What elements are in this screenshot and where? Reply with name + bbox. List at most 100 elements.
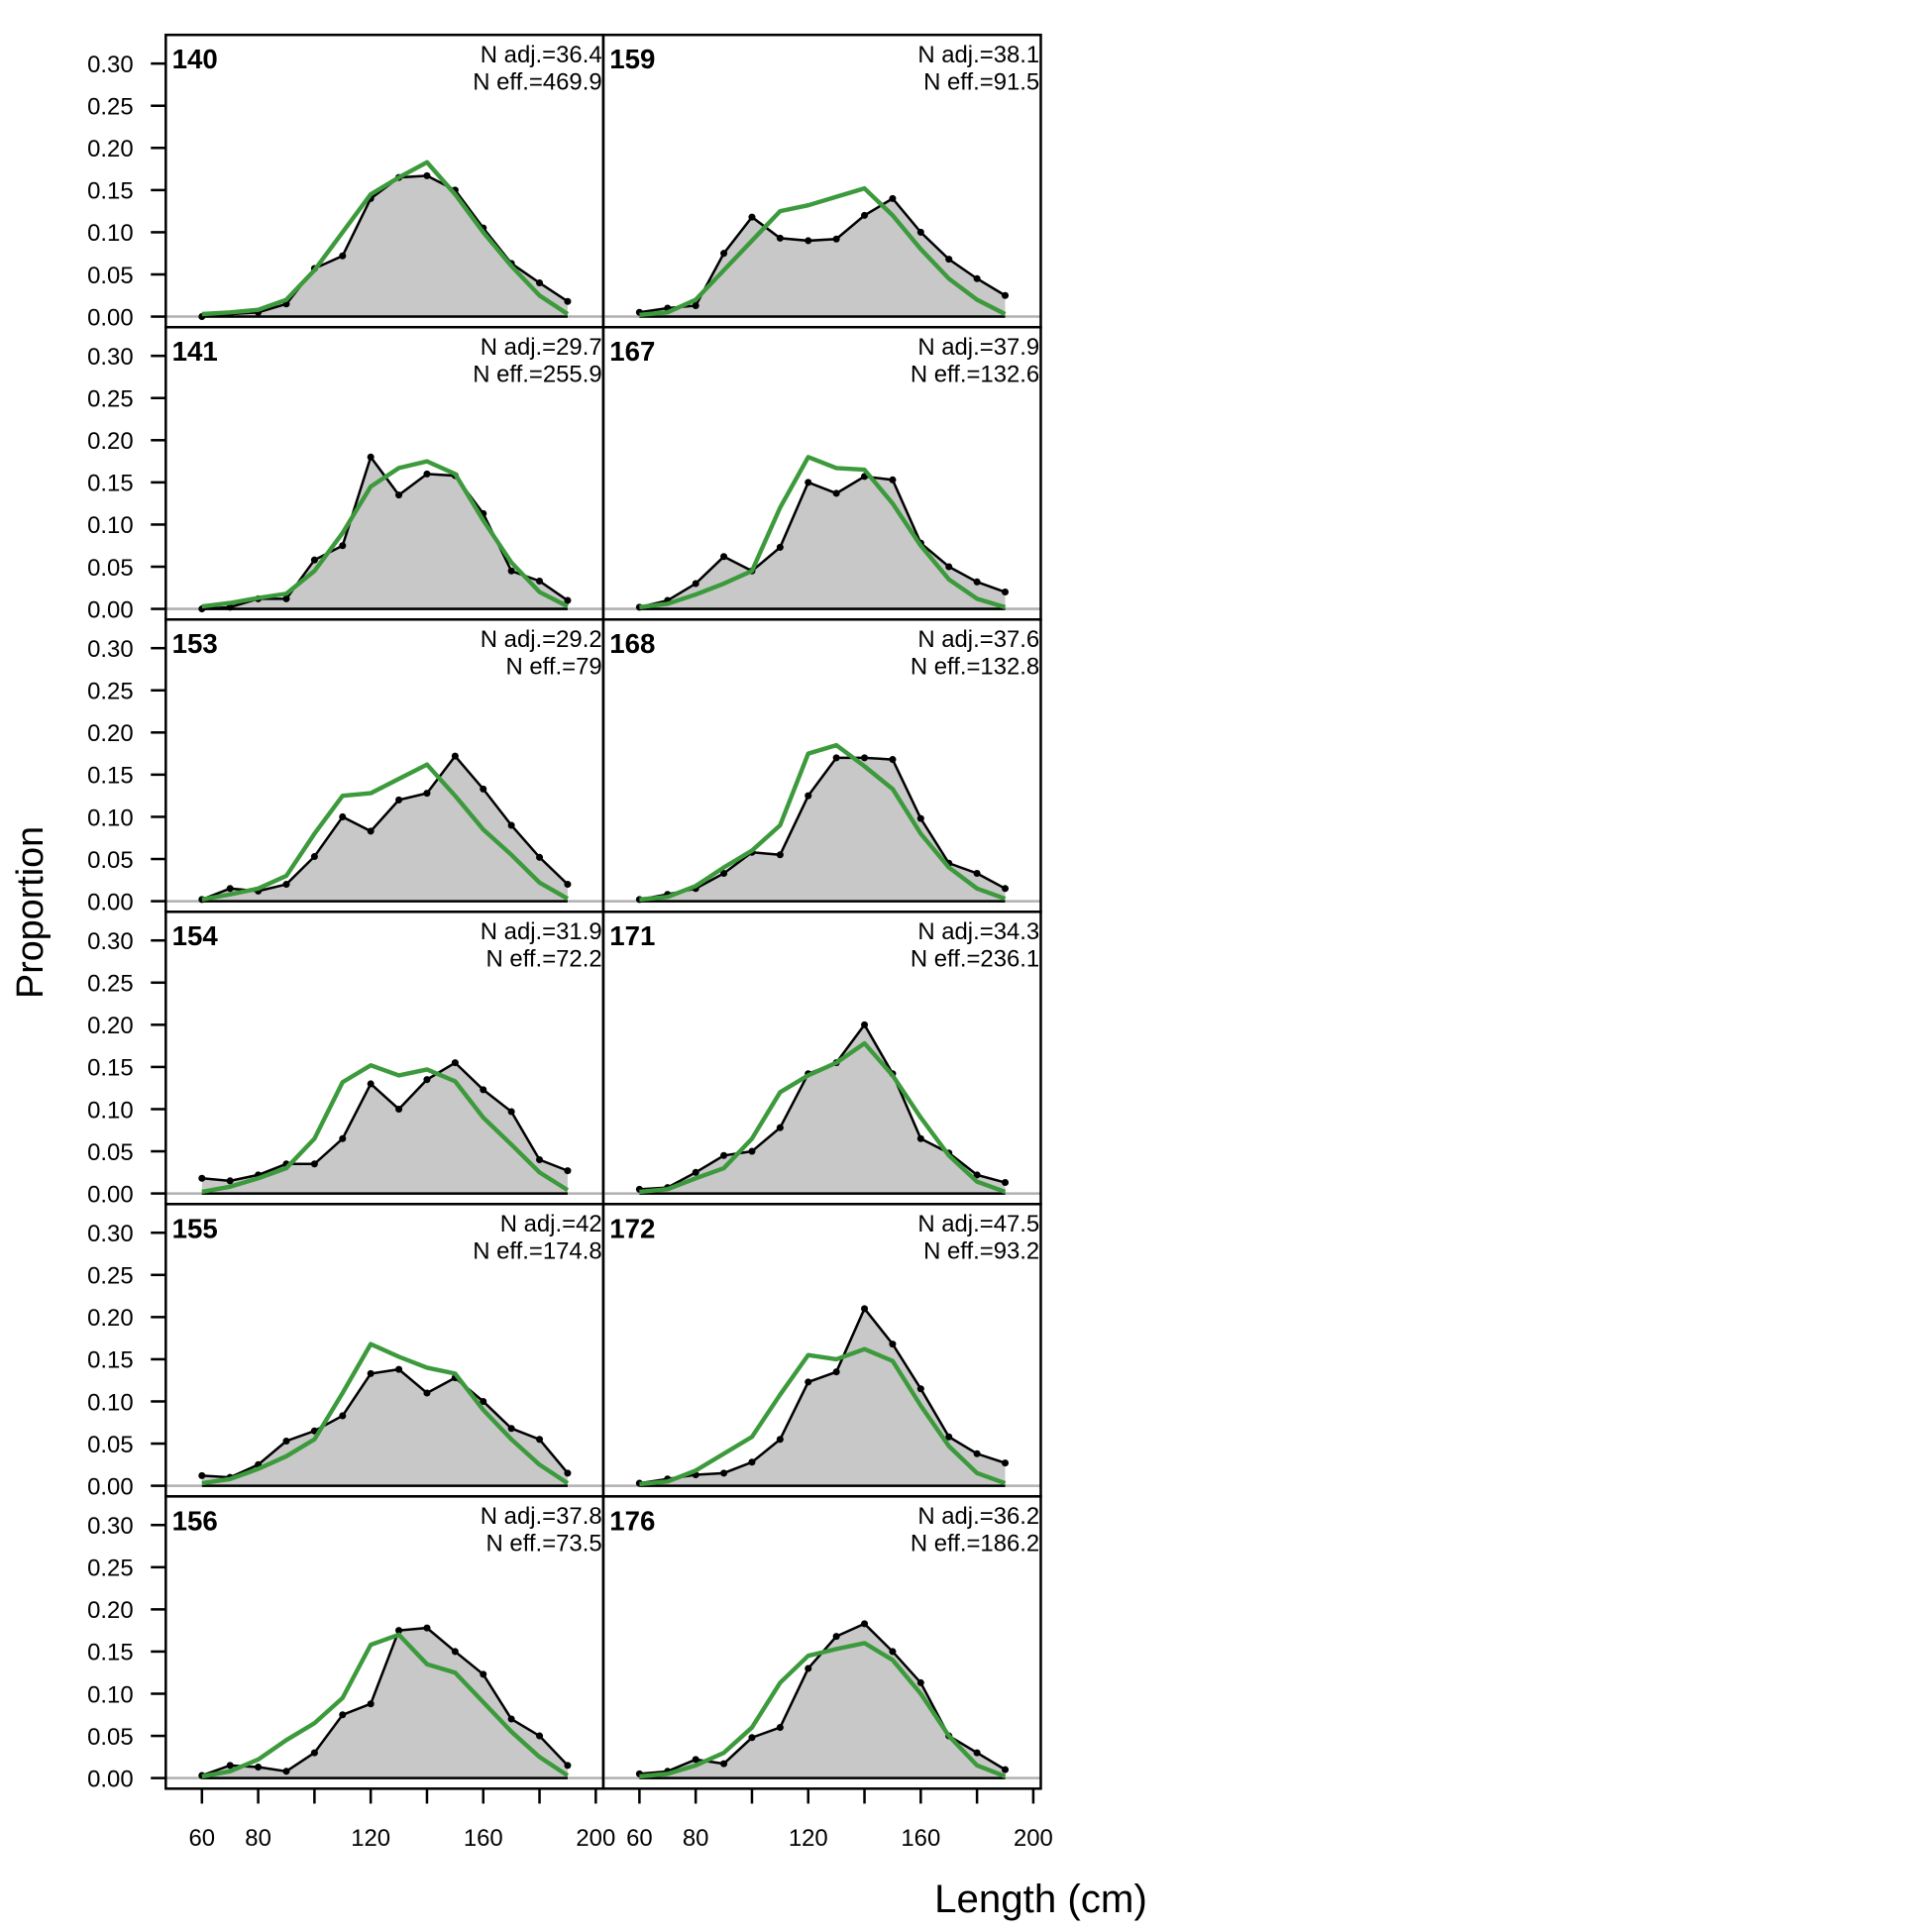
observed-point bbox=[226, 1762, 234, 1770]
panel-156: 156 N adj.=37.8N eff.=73.5 bbox=[164, 1495, 605, 1790]
panel-label: 140 bbox=[172, 44, 218, 74]
observed-point bbox=[973, 578, 981, 586]
panel-label: 155 bbox=[172, 1213, 218, 1243]
observed-point bbox=[889, 476, 897, 483]
observed-point bbox=[889, 1341, 897, 1348]
panel-label: 154 bbox=[172, 920, 219, 951]
observed-point bbox=[973, 274, 981, 282]
observed-point bbox=[451, 752, 459, 760]
observed-point bbox=[776, 543, 784, 551]
observed-point bbox=[310, 556, 318, 564]
observed-point bbox=[973, 1749, 981, 1757]
y-tick-label: 0.30 bbox=[87, 344, 134, 371]
observed-point bbox=[832, 489, 840, 497]
expected-line bbox=[201, 160, 570, 317]
y-tick-label: 0.10 bbox=[87, 512, 134, 539]
n-adj-label: N adj.=47.5 bbox=[917, 1211, 1039, 1237]
observed-point bbox=[310, 1749, 318, 1757]
observed-point bbox=[1001, 1179, 1010, 1187]
y-tick-label: 0.30 bbox=[87, 52, 134, 78]
observed-point bbox=[451, 1059, 459, 1067]
observed-point bbox=[423, 470, 431, 478]
observed-point bbox=[692, 1168, 699, 1176]
observed-point bbox=[536, 1436, 544, 1444]
observed-point bbox=[832, 1633, 840, 1641]
panel-172: 172 N adj.=47.5N eff.=93.2 bbox=[601, 1203, 1042, 1498]
observed-point bbox=[1001, 885, 1010, 893]
panel-label: 159 bbox=[609, 44, 655, 74]
observed-point bbox=[1001, 1766, 1010, 1773]
observed-point bbox=[564, 1469, 572, 1477]
observed-point bbox=[536, 278, 544, 287]
n-eff-label: N eff.=186.2 bbox=[911, 1531, 1039, 1557]
observed-point bbox=[536, 1156, 544, 1164]
n-eff-label: N eff.=132.6 bbox=[911, 362, 1039, 388]
observed-point bbox=[1001, 589, 1010, 596]
expected-line bbox=[639, 185, 1007, 318]
observed-point bbox=[945, 1433, 953, 1441]
observed-point bbox=[1001, 1459, 1010, 1467]
observed-area bbox=[639, 1623, 1006, 1778]
x-tick-label: 80 bbox=[245, 1825, 271, 1852]
expected-line bbox=[201, 1632, 570, 1779]
observed-point bbox=[748, 1734, 756, 1742]
n-adj-label: N adj.=29.2 bbox=[481, 626, 602, 653]
panel-153: 153 N adj.=29.2N eff.=79 bbox=[164, 618, 605, 913]
expected-line bbox=[201, 459, 569, 609]
panel-176: 176 N adj.=36.2N eff.=186.2 bbox=[601, 1495, 1042, 1790]
y-tick-label: 0.30 bbox=[87, 928, 134, 955]
observed-point bbox=[720, 869, 728, 878]
observed-point bbox=[720, 553, 728, 561]
observed-point bbox=[282, 1437, 290, 1446]
panel-167: 167 N adj.=37.9N eff.=132.6 bbox=[601, 325, 1042, 621]
observed-point bbox=[805, 1664, 812, 1672]
observed-area bbox=[201, 1062, 568, 1194]
observed-point bbox=[805, 479, 812, 486]
observed-point bbox=[1001, 291, 1010, 299]
y-tick-label: 0.00 bbox=[87, 1181, 134, 1208]
y-tick-label: 0.10 bbox=[87, 1097, 134, 1124]
observed-point bbox=[310, 852, 318, 860]
n-adj-label: N adj.=31.9 bbox=[481, 918, 602, 945]
panel-label: 171 bbox=[609, 920, 655, 951]
x-tick-label: 60 bbox=[189, 1825, 216, 1852]
observed-line bbox=[639, 475, 1006, 609]
panel-border bbox=[601, 1495, 1042, 1790]
expected-line bbox=[639, 1641, 1007, 1779]
observed-point bbox=[916, 814, 924, 822]
observed-point bbox=[720, 1469, 728, 1477]
observed-point bbox=[776, 234, 784, 242]
y-tick-label: 0.05 bbox=[87, 263, 134, 289]
x-tick-label: 200 bbox=[576, 1825, 615, 1852]
y-tick-label: 0.05 bbox=[87, 1432, 134, 1458]
x-tick-label: 80 bbox=[683, 1825, 709, 1852]
y-tick-label: 0.15 bbox=[87, 763, 134, 790]
panel-171: 171 N adj.=34.3N eff.=236.1 bbox=[601, 911, 1042, 1206]
n-adj-label: N adj.=37.6 bbox=[917, 626, 1039, 653]
observed-point bbox=[805, 792, 812, 800]
observed-point bbox=[861, 1305, 869, 1313]
y-tick-label: 0.30 bbox=[87, 1513, 134, 1540]
y-tick-label: 0.10 bbox=[87, 1681, 134, 1708]
observed-point bbox=[889, 1648, 897, 1656]
observed-point bbox=[339, 1412, 347, 1420]
observed-point bbox=[776, 1124, 784, 1131]
panel-154: 154 N adj.=31.9N eff.=72.2 bbox=[164, 911, 605, 1206]
y-tick-label: 0.25 bbox=[87, 1263, 134, 1290]
y-tick-label: 0.05 bbox=[87, 847, 134, 874]
observed-point bbox=[367, 1369, 375, 1377]
y-tick-label: 0.00 bbox=[87, 304, 134, 331]
observed-area bbox=[639, 1024, 1006, 1194]
observed-point bbox=[367, 827, 375, 835]
observed-point bbox=[395, 1365, 403, 1373]
y-tick-label: 0.00 bbox=[87, 1473, 134, 1500]
observed-point bbox=[282, 594, 290, 602]
panel-label: 168 bbox=[609, 628, 655, 659]
observed-point bbox=[423, 1389, 431, 1397]
observed-point bbox=[564, 881, 572, 889]
y-tick-label: 0.15 bbox=[87, 1640, 134, 1666]
observed-point bbox=[480, 785, 487, 793]
observed-point bbox=[480, 1086, 487, 1094]
panel-141: 141 N adj.=29.7N eff.=255.9 bbox=[164, 325, 605, 621]
observed-point bbox=[339, 252, 347, 260]
